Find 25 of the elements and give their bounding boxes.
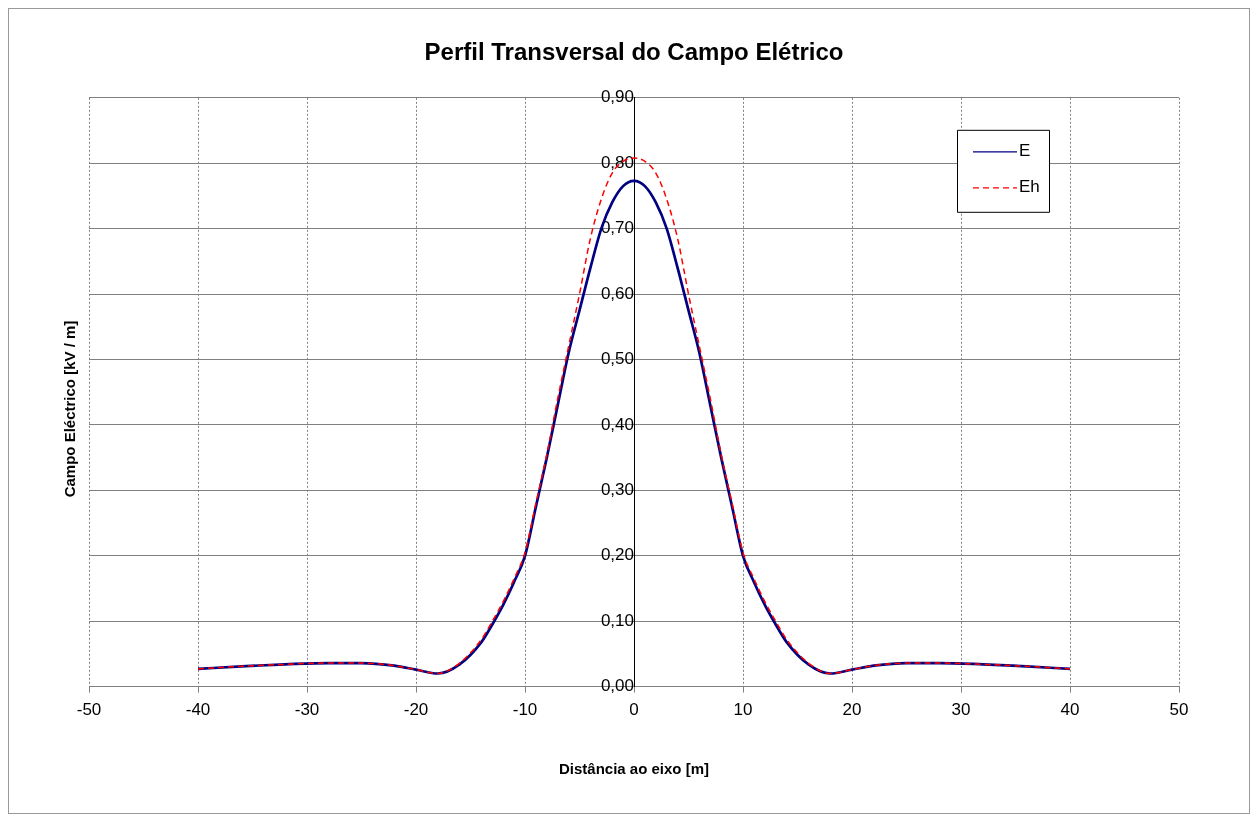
x-tick-label: -30 (294, 700, 320, 720)
x-tick-label: 40 (1060, 700, 1080, 720)
x-tick-label: 30 (951, 700, 971, 720)
y-axis-title: Campo Eléctrico [kV / m] (60, 320, 78, 498)
x-tick-label: -20 (403, 700, 429, 720)
y-tick-label: 0,10 (600, 610, 634, 630)
x-tick-label: -40 (185, 700, 211, 720)
y-tick-label: 0,90 (600, 87, 634, 107)
legend-label: Eh (1019, 177, 1040, 197)
y-tick-label: 0,50 (600, 349, 634, 369)
y-tick-label: 0,80 (600, 152, 634, 172)
y-tick-label: 0,30 (600, 480, 634, 500)
x-axis-title: Distância ao eixo [m] (558, 760, 710, 778)
chart-title: Perfil Transversal do Campo Elétrico (424, 38, 844, 66)
y-tick-label: 0,60 (600, 283, 634, 303)
legend-label: E (1019, 141, 1031, 161)
x-tick-label: 20 (842, 700, 862, 720)
x-tick-label: -50 (76, 700, 102, 720)
x-tick-label: -10 (512, 700, 538, 720)
x-tick-label: 0 (629, 700, 639, 720)
x-tick-label: 50 (1169, 700, 1189, 720)
y-tick-label: 0,20 (600, 545, 634, 565)
y-tick-label: 0,00 (600, 676, 634, 696)
x-tick-label: 10 (733, 700, 753, 720)
y-tick-label: 0,40 (600, 414, 634, 434)
